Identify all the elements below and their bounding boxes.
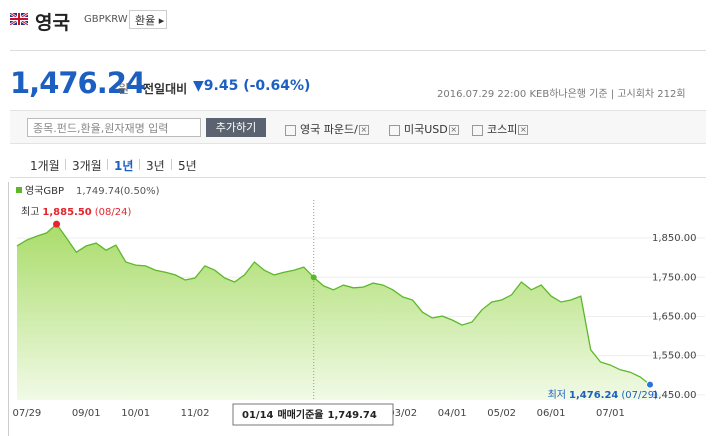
high-label: 최고 [21,206,39,218]
x-tick-label: 04/01 [438,408,467,419]
datetime: 2016.07.29 22:00 [437,89,527,100]
y-tick-label: 1,450.00 [652,390,697,401]
high-date: (08/24) [95,207,132,218]
y-tick-label: 1,750.00 [652,272,697,283]
left-border [8,182,9,436]
area [17,224,650,400]
y-tick-label: 1,850.00 [652,233,697,244]
period-tab[interactable]: 5년 [178,159,197,173]
period-bar [10,147,706,178]
compare-label: 미국USD [404,123,448,136]
y-tick-label: 1,650.00 [652,311,697,322]
search-input[interactable]: 종목.펀드,환율,원자재명 입력 [27,118,201,137]
low-value: 1,476.24 [569,390,618,401]
tab-separator [139,159,140,170]
change-label: 전일대비 [143,82,188,96]
tooltip-box [232,403,394,426]
x-tick-label: 09/01 [72,408,101,419]
change-value: ▼9.45 [193,78,239,94]
period-tab[interactable]: 1개월 [30,159,60,173]
period-tab[interactable]: 3년 [146,159,165,173]
tab-separator [107,159,108,170]
divider [10,50,706,51]
legend-name: 영국GBP [25,185,64,197]
change-percent: (-0.64%) [243,78,311,94]
tooltip: 01/14 매매기준율 1,749.74 [242,408,377,421]
fx-button[interactable]: 환율 ▸ [129,10,167,29]
x-tick-label: 07/01 [596,408,625,419]
legend-value: 1,749.74 [76,186,121,197]
high-marker [53,220,61,228]
tooltip-date: 01/14 [242,410,274,421]
period-tab[interactable]: 3개월 [72,159,102,173]
source: KEB하나은행 기준 [529,89,608,100]
compare-item[interactable]: 미국USD × [389,121,459,137]
flag-icon [10,13,28,25]
tab-separator [171,159,172,170]
code: GBPKRW [84,14,128,25]
legend-change: (0.50%) [120,186,160,197]
high-annotation: 최고 1,885.50 (08/24) [21,206,131,218]
x-tick-label: 05/02 [487,408,516,419]
x-tick-label: 07/29 [12,408,41,419]
compare-item[interactable]: 코스피 × [472,121,529,137]
crosshair-marker [310,274,317,281]
tooltip-label: 매매기준율 [277,408,323,421]
low-label: 최저 [548,389,566,401]
add-button[interactable]: 추가하기 [206,118,266,137]
low-date: (07/29) [621,390,658,401]
high-value: 1,885.50 [42,207,91,218]
tooltip-value: 1,749.74 [327,410,376,421]
compare-label: 코스피 [487,123,518,136]
fx-button-label[interactable]: 환율 [135,14,156,27]
round: 고시회차 212회 [617,89,686,100]
compare-item[interactable]: 영국 파운드/× [285,121,369,137]
unit: 원 [118,82,130,96]
y-tick-label: 1,550.00 [652,351,697,362]
x-tick-label: 11/02 [181,408,210,419]
low-annotation: 최저 1,476.24 (07/29) [548,389,658,401]
x-tick-label: 03/02 [388,408,417,419]
change: ▼9.45 (-0.64%) [193,78,310,94]
line [16,223,651,386]
tab-separator [65,159,66,170]
legend-swatch [16,187,22,193]
x-tick-label: 10/01 [121,408,150,419]
compare-label: 영국 파운드/ [300,123,358,136]
price: 1,476.24 [10,66,146,100]
period-tab[interactable]: 1년 [114,159,134,173]
low-marker [646,380,654,389]
quote-info: 2016.07.29 22:00 KEB하나은행 기준 | 고시회차 212회 [437,89,686,100]
title: 영국 [35,12,70,34]
x-tick-label: 06/01 [537,408,566,419]
